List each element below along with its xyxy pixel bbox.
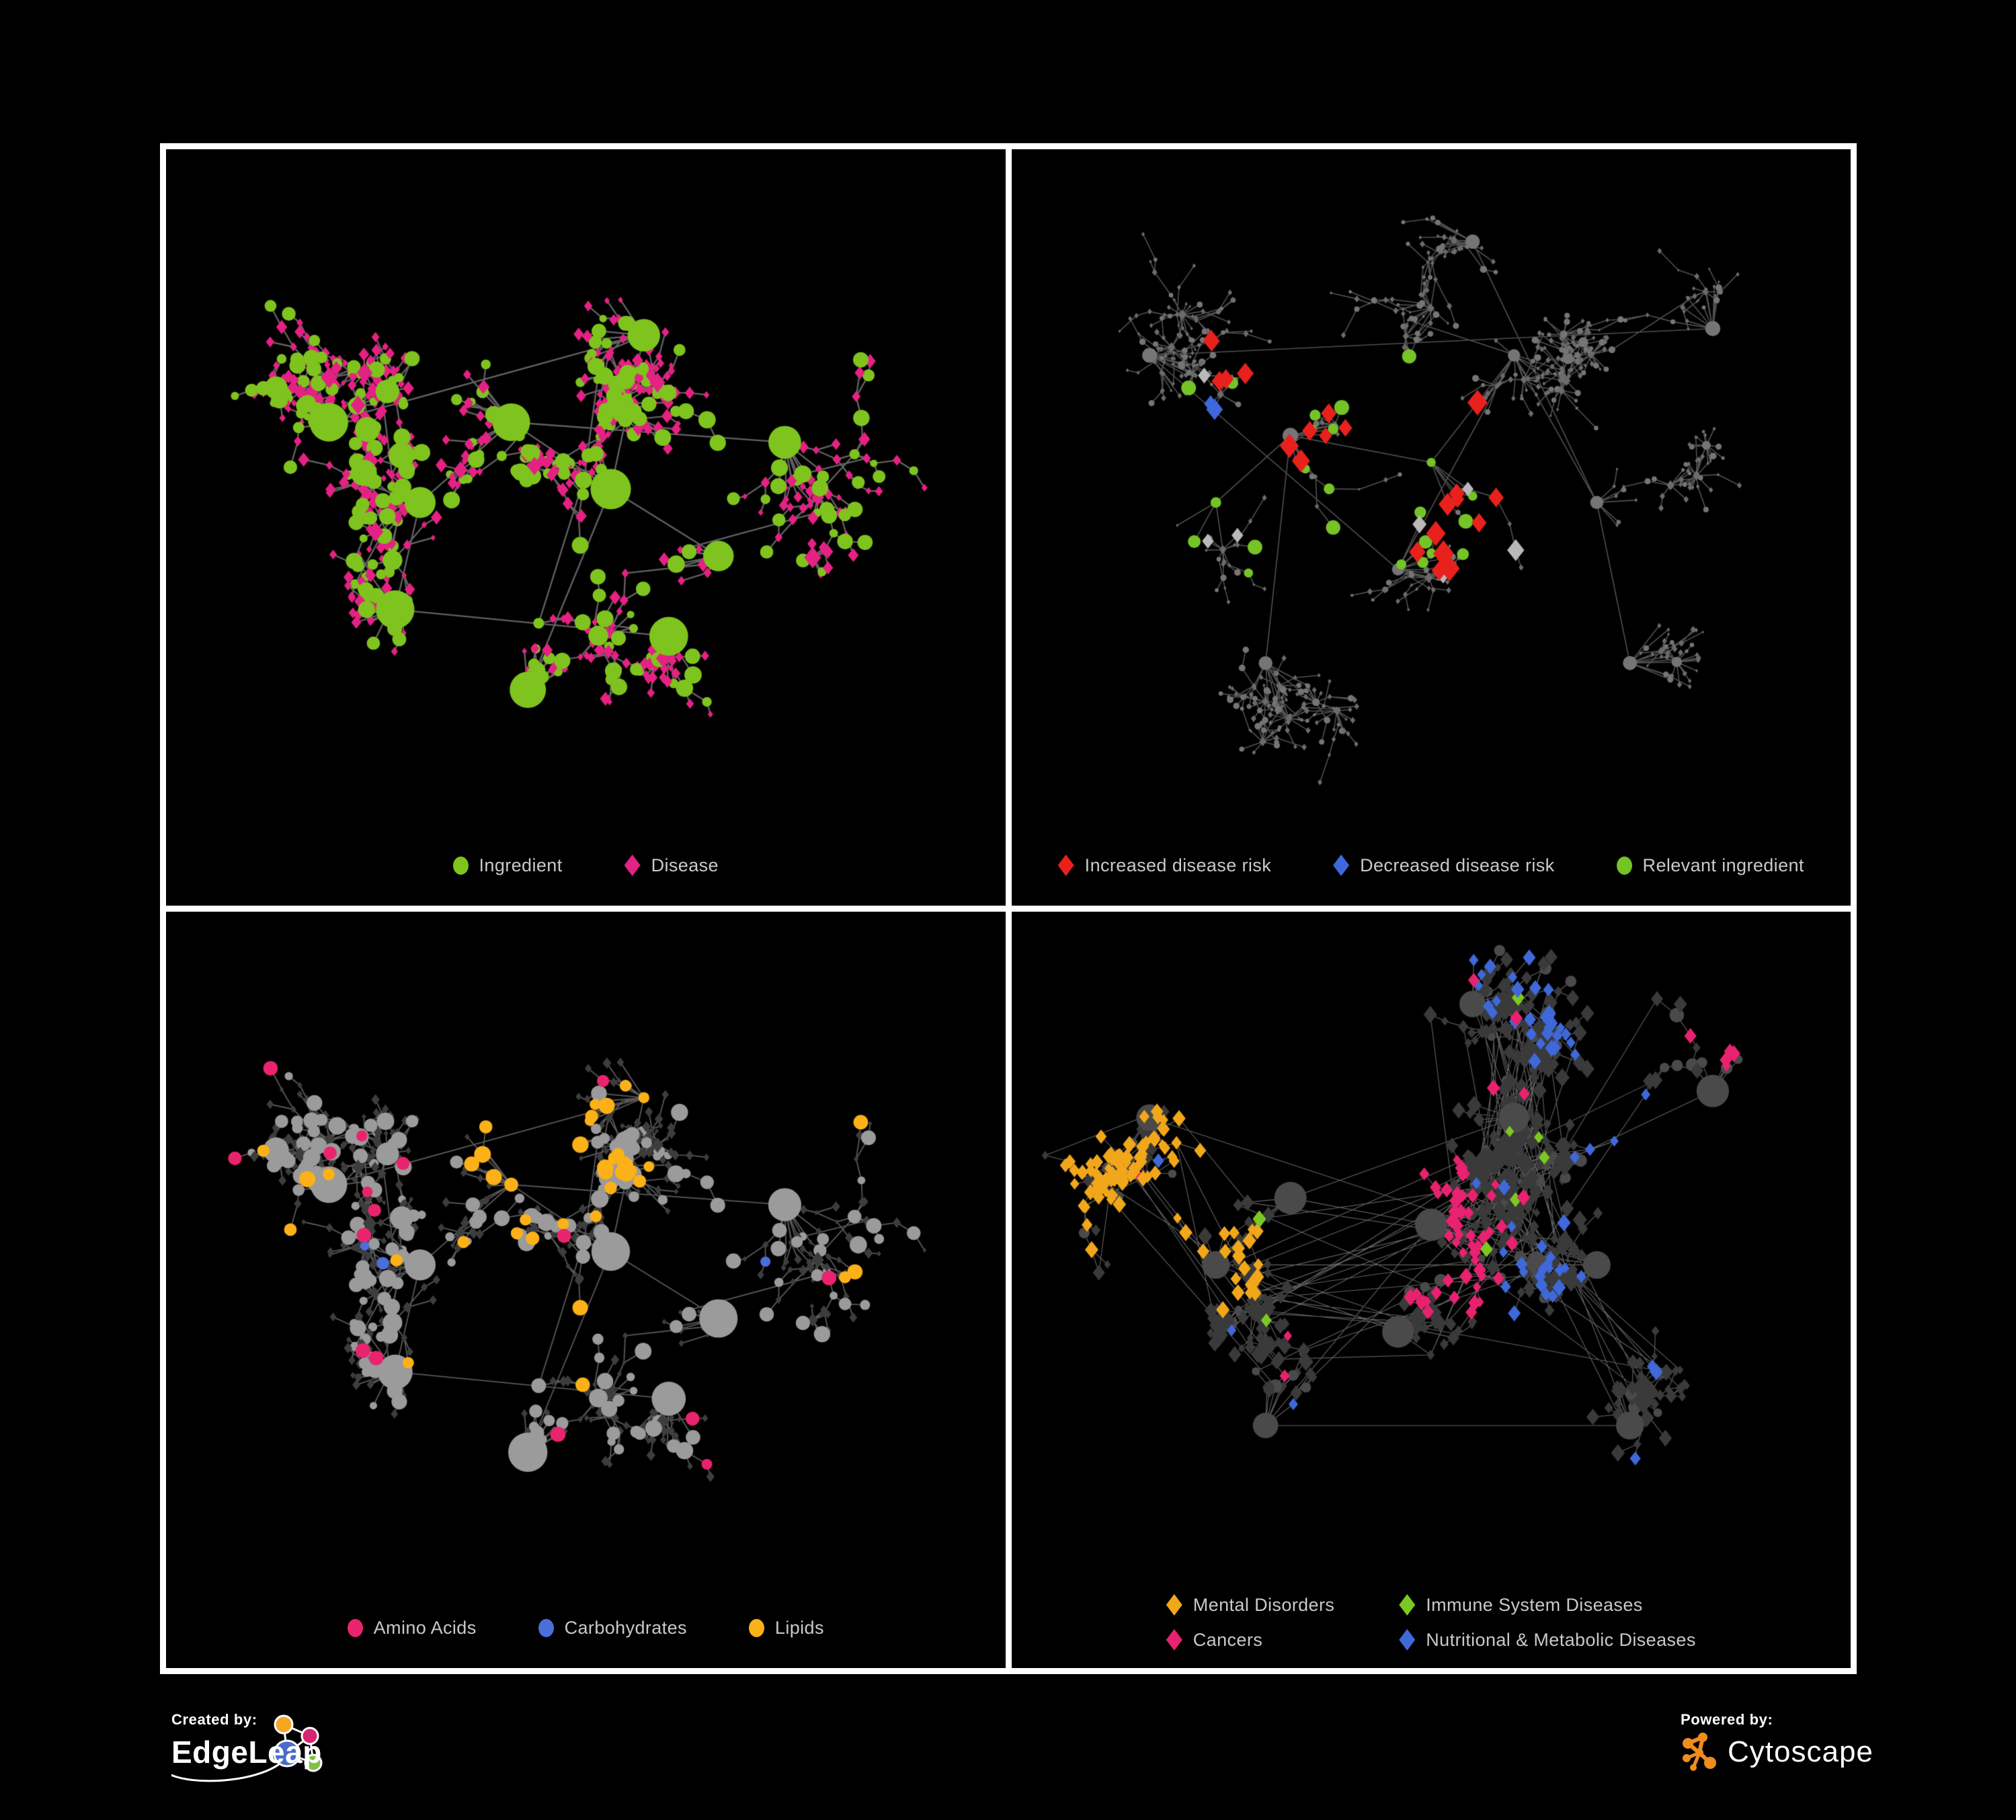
legend-item: Relevant ingredient — [1616, 855, 1804, 876]
legend-item: Increased disease risk — [1057, 855, 1272, 876]
legend-label: Lipids — [774, 1618, 824, 1638]
panel-grid: Ingredient Disease Increased disease risk… — [160, 143, 1857, 1674]
panel-disease-categories: Mental Disorders Immune System Diseases Ca… — [1011, 912, 1851, 1668]
legend-compound-classes: Amino Acids Carbohydrates Lipids — [179, 1618, 992, 1638]
diamond-marker — [1166, 1629, 1182, 1651]
legend-label: Increased disease risk — [1084, 855, 1272, 875]
legend-item: Nutritional & Metabolic Diseases — [1399, 1629, 1695, 1651]
cytoscape-icon — [1683, 1733, 1716, 1771]
diamond-marker — [1399, 1594, 1416, 1616]
cytoscape-wordmark: Cytoscape — [1728, 1735, 1873, 1768]
circle-marker — [347, 1619, 363, 1637]
diamond-marker — [1399, 1629, 1416, 1651]
legend-label: Relevant ingredient — [1642, 855, 1804, 875]
diamond-marker — [1057, 855, 1074, 876]
diamond-marker — [1333, 855, 1350, 876]
legend-item: Disease — [624, 855, 719, 876]
circle-marker — [748, 1619, 764, 1637]
created-by-label: Created by: — [171, 1711, 257, 1728]
legend-item: Cancers — [1166, 1629, 1334, 1651]
network-disease-categories — [1016, 917, 1845, 1586]
legend-item: Lipids — [748, 1618, 824, 1638]
circle-marker — [1616, 856, 1632, 875]
legend-label: Cancers — [1193, 1629, 1263, 1650]
legend-item: Decreased disease risk — [1333, 855, 1554, 876]
edgeleap-wordmark: EdgeLeap — [171, 1735, 322, 1770]
circle-marker — [452, 856, 469, 875]
legend-disease-categories: Mental Disorders Immune System Diseases Ca… — [1025, 1594, 1838, 1651]
network-compound-classes — [171, 917, 1000, 1586]
legend-label: Disease — [651, 855, 719, 875]
legend-label: Amino Acids — [373, 1618, 477, 1638]
legend-label: Decreased disease risk — [1360, 855, 1555, 875]
panel-ingredient-disease: Ingredient Disease — [166, 149, 1006, 906]
network-ingredient-disease — [171, 155, 1000, 824]
legend-item: Immune System Diseases — [1399, 1594, 1695, 1616]
legend-label: Ingredient — [479, 855, 563, 875]
edgeleap-branding: Created by: EdgeLeap — [171, 1711, 508, 1819]
cytoscape-branding: Powered by: Cytoscape — [1681, 1711, 1990, 1819]
legend-label: Nutritional & Metabolic Diseases — [1426, 1629, 1696, 1650]
diamond-marker — [1166, 1594, 1182, 1616]
legend-item: Carbohydrates — [538, 1618, 687, 1638]
panel-disease-risk: Increased disease risk Decreased disease … — [1011, 149, 1851, 906]
diamond-marker — [624, 855, 641, 876]
legend-label: Immune System Diseases — [1426, 1594, 1643, 1615]
panel-compound-classes: Amino Acids Carbohydrates Lipids — [166, 912, 1006, 1668]
legend-item: Ingredient — [452, 855, 563, 876]
legend-label: Mental Disorders — [1193, 1594, 1335, 1615]
legend-ingredient-disease: Ingredient Disease — [179, 855, 992, 876]
legend-disease-risk: Increased disease risk Decreased disease … — [1025, 855, 1838, 876]
circle-marker — [538, 1619, 554, 1637]
powered-by-label: Powered by: — [1681, 1711, 1773, 1728]
legend-label: Carbohydrates — [564, 1618, 687, 1638]
legend-item: Mental Disorders — [1166, 1594, 1334, 1616]
network-disease-risk — [1016, 155, 1845, 824]
legend-item: Amino Acids — [347, 1618, 477, 1638]
